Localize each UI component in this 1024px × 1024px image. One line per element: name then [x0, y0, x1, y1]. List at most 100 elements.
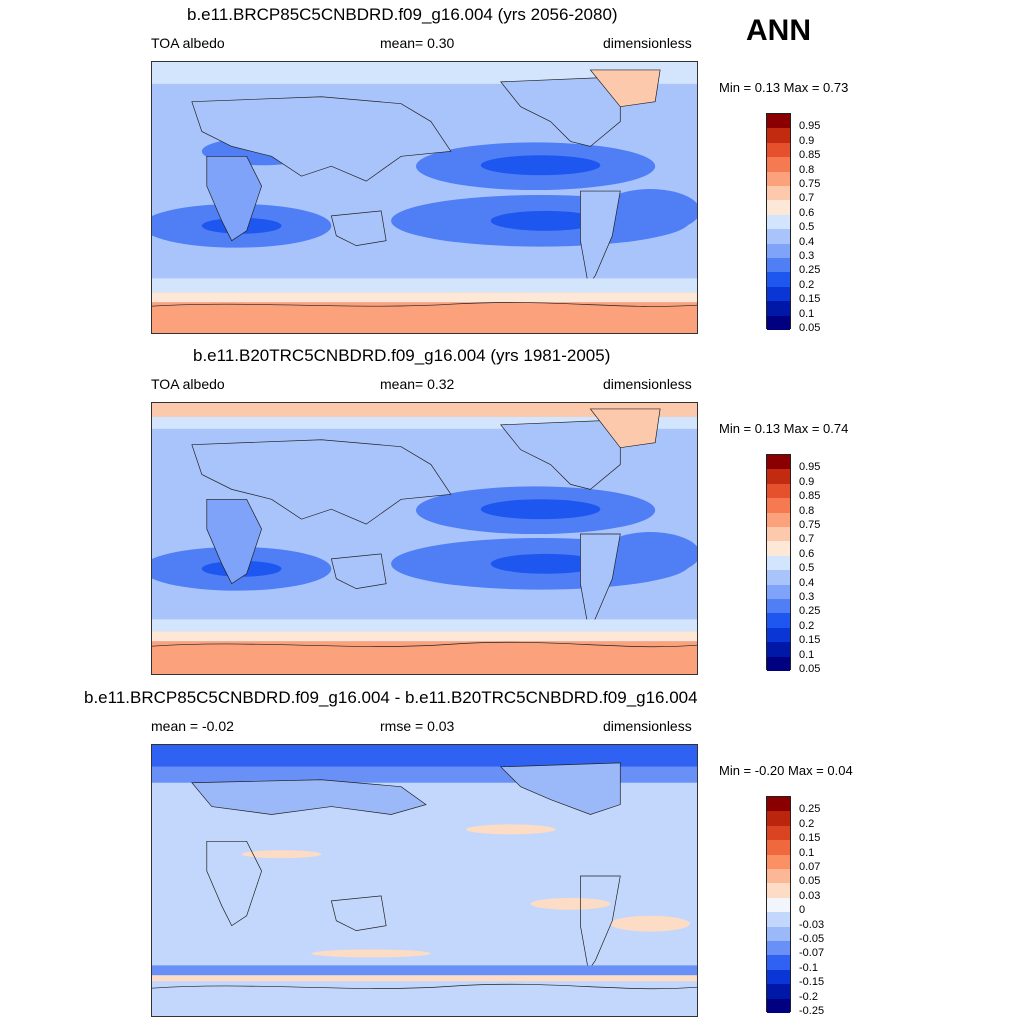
colorbar-swatch [767, 142, 790, 158]
colorbar-tick-label: 0.03 [799, 889, 821, 902]
colorbar-tick-label: 0.5 [799, 221, 815, 234]
colorbar-swatch [767, 483, 790, 499]
colorbar-tick-label: 0.8 [799, 163, 815, 176]
panel2-mean-label: mean= 0.32 [380, 376, 455, 392]
colorbar-tick-label: 0.95 [799, 461, 821, 474]
colorbar-tick-label: 0.85 [799, 490, 821, 503]
colorbar-swatch [767, 912, 790, 928]
colorbar-tick-label: 0.4 [799, 576, 815, 589]
colorbar-swatch [767, 243, 790, 259]
colorbar-tick-label: -0.1 [799, 961, 818, 974]
colorbar-swatch [767, 157, 790, 173]
colorbar-tick-label: 0.75 [799, 519, 821, 531]
colorbar-swatch [767, 656, 790, 672]
colorbar-tick-label: 0.15 [799, 293, 821, 306]
colorbar-swatch [767, 200, 790, 216]
colorbar-swatch [767, 825, 790, 841]
panel1-variable-label: TOA albedo [151, 35, 225, 51]
colorbar-swatch [767, 998, 790, 1014]
colorbar-swatch [767, 527, 790, 542]
colorbar-swatch [767, 797, 790, 812]
panel2-title: b.e11.B20TRC5CNBDRD.f09_g16.004 (yrs 198… [193, 346, 611, 365]
colorbar-tick-label: 0.85 [799, 149, 821, 162]
season-label: ANN [746, 14, 811, 47]
colorbar-tick-label: -0.2 [799, 990, 818, 1003]
colorbar-swatch [767, 955, 790, 971]
colorbar-swatch [767, 498, 790, 514]
panel3-title: b.e11.BRCP85C5CNBDRD.f09_g16.004 - b.e11… [84, 688, 698, 707]
panel1-units-label: dimensionless [603, 35, 692, 51]
colorbar-tick-label: -0.05 [799, 933, 825, 945]
colorbar-swatch [767, 301, 790, 317]
colorbar-swatch [767, 840, 790, 856]
colorbar-tick-label: 0.75 [799, 178, 821, 190]
colorbar-swatch [767, 469, 790, 485]
colorbar-tick-label: 0.05 [799, 663, 821, 675]
colorbar-swatch [767, 854, 790, 870]
panel3-map [151, 744, 698, 1017]
panel2-units-label: dimensionless [603, 376, 692, 392]
colorbar-swatch [767, 642, 790, 658]
colorbar-tick-label: 0.2 [799, 619, 815, 632]
panel3-rmse-label: rmse = 0.03 [380, 718, 455, 734]
colorbar-tick-label: 0.7 [799, 192, 815, 205]
colorbar-tick-label: 0.8 [799, 504, 815, 517]
colorbar-swatch [767, 869, 790, 884]
colorbar-tick-label: 0.15 [799, 634, 821, 647]
colorbar-tick-label: 0.4 [799, 235, 815, 248]
colorbar-tick-label: 0 [799, 904, 806, 917]
colorbar-tick-label: 0.95 [799, 120, 821, 133]
panel2-minmax-label: Min = 0.13 Max = 0.74 [719, 421, 849, 436]
colorbar-swatch [767, 555, 790, 571]
panel1-mean-label: mean= 0.30 [380, 35, 455, 51]
colorbar-swatch [767, 186, 790, 201]
colorbar-tick-label: 0.1 [799, 648, 815, 661]
colorbar-tick-label: 0.6 [799, 547, 815, 560]
colorbar-tick-label: 0.1 [799, 846, 815, 859]
colorbar-tick-label: -0.25 [799, 1005, 825, 1017]
colorbar-tick-label: 0.05 [799, 322, 821, 334]
panel2-colorbar [766, 454, 791, 672]
panel3-units-label: dimensionless [603, 718, 692, 734]
colorbar-swatch [767, 969, 790, 985]
colorbar-swatch [767, 512, 790, 528]
panel1-map [151, 61, 698, 334]
panel3-colorbar [766, 796, 791, 1014]
panel1-colorbar [766, 113, 791, 331]
colorbar-swatch [767, 926, 790, 942]
colorbar-tick-label: -0.15 [799, 976, 825, 989]
colorbar-tick-label: 0.7 [799, 533, 815, 546]
colorbar-tick-label: 0.9 [799, 475, 815, 488]
panel3-minmax-label: Min = -0.20 Max = 0.04 [719, 763, 853, 778]
colorbar-swatch [767, 114, 790, 129]
colorbar-swatch [767, 455, 790, 470]
colorbar-tick-label: 0.2 [799, 278, 815, 291]
colorbar-tick-label: 0.07 [799, 861, 821, 873]
colorbar-tick-label: -0.07 [799, 947, 825, 960]
colorbar-tick-label: 0.6 [799, 206, 815, 219]
colorbar-tick-label: 0.2 [799, 817, 815, 830]
panel2-map [151, 402, 698, 675]
colorbar-swatch [767, 811, 790, 827]
panel1-title: b.e11.BRCP85C5CNBDRD.f09_g16.004 (yrs 20… [187, 5, 618, 24]
colorbar-swatch [767, 272, 790, 288]
colorbar-swatch [767, 984, 790, 1000]
colorbar-tick-label: 0.1 [799, 307, 815, 320]
colorbar-tick-label: 0.25 [799, 803, 821, 816]
panel1-minmax-label: Min = 0.13 Max = 0.73 [719, 80, 849, 95]
colorbar-tick-label: 0.25 [799, 605, 821, 618]
colorbar-swatch [767, 258, 790, 273]
colorbar-swatch [767, 941, 790, 956]
colorbar-tick-label: 0.3 [799, 591, 815, 603]
panel3-mean-label: mean = -0.02 [151, 718, 234, 734]
colorbar-tick-label: 0.05 [799, 875, 821, 888]
colorbar-swatch [767, 229, 790, 245]
colorbar-swatch [767, 128, 790, 144]
colorbar-swatch [767, 584, 790, 600]
colorbar-swatch [767, 627, 790, 643]
colorbar-swatch [767, 883, 790, 899]
colorbar-tick-label: 0.3 [799, 250, 815, 262]
colorbar-swatch [767, 613, 790, 629]
panel2-variable-label: TOA albedo [151, 376, 225, 392]
colorbar-swatch [767, 599, 790, 614]
